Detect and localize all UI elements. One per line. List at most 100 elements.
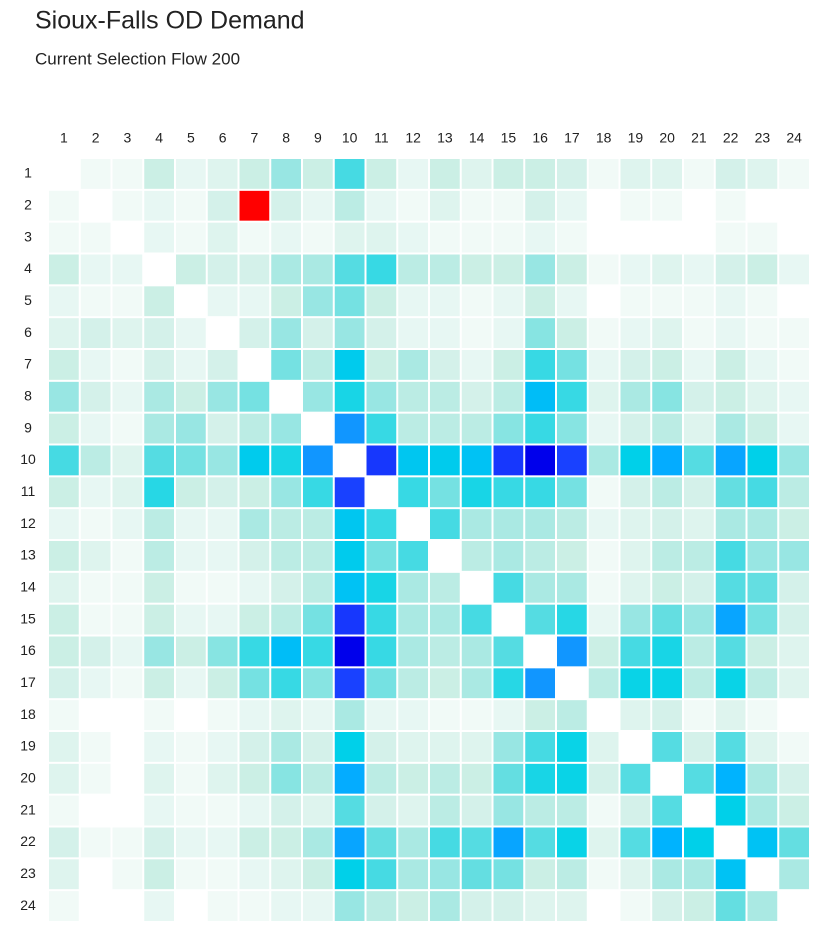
heatmap-cell	[430, 795, 460, 826]
heatmap-cell	[620, 190, 651, 221]
heatmap-cell	[207, 636, 238, 667]
heatmap-cell	[620, 636, 651, 667]
heatmap-cell	[620, 254, 651, 285]
heatmap-cell	[461, 509, 492, 539]
heatmap-cell	[684, 668, 714, 699]
heatmap-cell	[271, 732, 301, 762]
heatmap-cell	[144, 732, 174, 762]
heatmap-cell	[620, 222, 651, 253]
heatmap-cell	[144, 541, 174, 571]
heatmap-cell	[493, 572, 524, 603]
heatmap-cell	[239, 254, 270, 285]
heatmap-cell	[176, 636, 206, 667]
heatmap-cell	[144, 668, 174, 699]
heatmap-cell	[271, 827, 301, 858]
heatmap-cell	[207, 318, 238, 348]
heatmap-cell	[525, 350, 555, 380]
heatmap-cell	[684, 350, 714, 380]
heatmap-cell	[684, 509, 714, 539]
heatmap-cell	[430, 827, 460, 858]
row-label: 16	[20, 642, 36, 658]
heatmap-cell	[525, 477, 555, 508]
heatmap-cell	[366, 381, 397, 412]
heatmap-cell	[557, 318, 587, 348]
heatmap-cell	[684, 541, 714, 571]
heatmap-cell	[207, 381, 238, 412]
heatmap-cell	[715, 891, 746, 921]
heatmap-cell	[334, 350, 365, 380]
heatmap-cell	[334, 763, 365, 794]
heatmap-cell	[239, 572, 270, 603]
heatmap-cell	[525, 159, 555, 189]
heatmap-cell	[366, 859, 397, 890]
heatmap-cell	[557, 350, 587, 380]
row-label: 20	[20, 769, 36, 785]
heatmap-cell	[747, 381, 778, 412]
heatmap-cell	[112, 827, 143, 858]
heatmap-cell	[144, 286, 174, 317]
row-label: 19	[20, 738, 36, 754]
heatmap-cell	[176, 668, 206, 699]
heatmap-cell	[779, 159, 809, 189]
heatmap-cell	[271, 222, 301, 253]
heatmap-cell	[271, 795, 301, 826]
heatmap-cell	[620, 350, 651, 380]
heatmap-cell	[239, 318, 270, 348]
heatmap-cell	[398, 318, 428, 348]
heatmap-cell	[303, 477, 333, 508]
heatmap-cell	[207, 159, 238, 189]
heatmap-cell	[493, 859, 524, 890]
heatmap-cell	[334, 604, 365, 635]
heatmap-cell	[49, 350, 79, 380]
heatmap-cell	[239, 636, 270, 667]
heatmap-cell	[493, 636, 524, 667]
heatmap-cell	[715, 222, 746, 253]
heatmap-cell	[588, 477, 619, 508]
row-label: 6	[24, 324, 32, 340]
heatmap-cell	[239, 700, 270, 730]
heatmap-cell	[779, 286, 809, 317]
heatmap-cell	[176, 350, 206, 380]
heatmap-cell	[779, 636, 809, 667]
heatmap-cell	[747, 604, 778, 635]
heatmap-cell	[366, 795, 397, 826]
heatmap-cell	[779, 732, 809, 762]
heatmap-cell	[176, 572, 206, 603]
heatmap-cell	[366, 509, 397, 539]
heatmap-cell	[144, 636, 174, 667]
heatmap-cell	[398, 763, 428, 794]
heatmap-cell	[303, 254, 333, 285]
row-label: 1	[24, 165, 32, 181]
heatmap-cell	[112, 572, 143, 603]
heatmap-cell	[747, 477, 778, 508]
heatmap-cell	[747, 700, 778, 730]
heatmap-cell	[620, 700, 651, 730]
heatmap-cell	[144, 190, 174, 221]
heatmap-cell	[588, 159, 619, 189]
heatmap-cell	[207, 859, 238, 890]
heatmap-cell	[207, 700, 238, 730]
heatmap-cell	[176, 381, 206, 412]
heatmap-cell	[525, 732, 555, 762]
heatmap-cell	[557, 827, 587, 858]
heatmap-cell	[303, 318, 333, 348]
heatmap-cell	[239, 859, 270, 890]
heatmap-cell	[49, 413, 79, 444]
column-label: 3	[123, 130, 131, 146]
heatmap-cell	[493, 286, 524, 317]
heatmap-cell	[493, 763, 524, 794]
heatmap-cell	[461, 445, 492, 476]
heatmap-cell	[303, 827, 333, 858]
heatmap-cell	[49, 795, 79, 826]
heatmap-cell	[80, 827, 111, 858]
heatmap-cell	[588, 859, 619, 890]
heatmap-cell	[239, 350, 270, 380]
heatmap-cell	[525, 572, 555, 603]
heatmap-cell	[715, 859, 746, 890]
heatmap-cell	[239, 509, 270, 539]
heatmap-cell	[271, 859, 301, 890]
heatmap-cell	[112, 413, 143, 444]
heatmap-cell	[430, 668, 460, 699]
heatmap-cell	[366, 763, 397, 794]
heatmap-cell	[747, 827, 778, 858]
